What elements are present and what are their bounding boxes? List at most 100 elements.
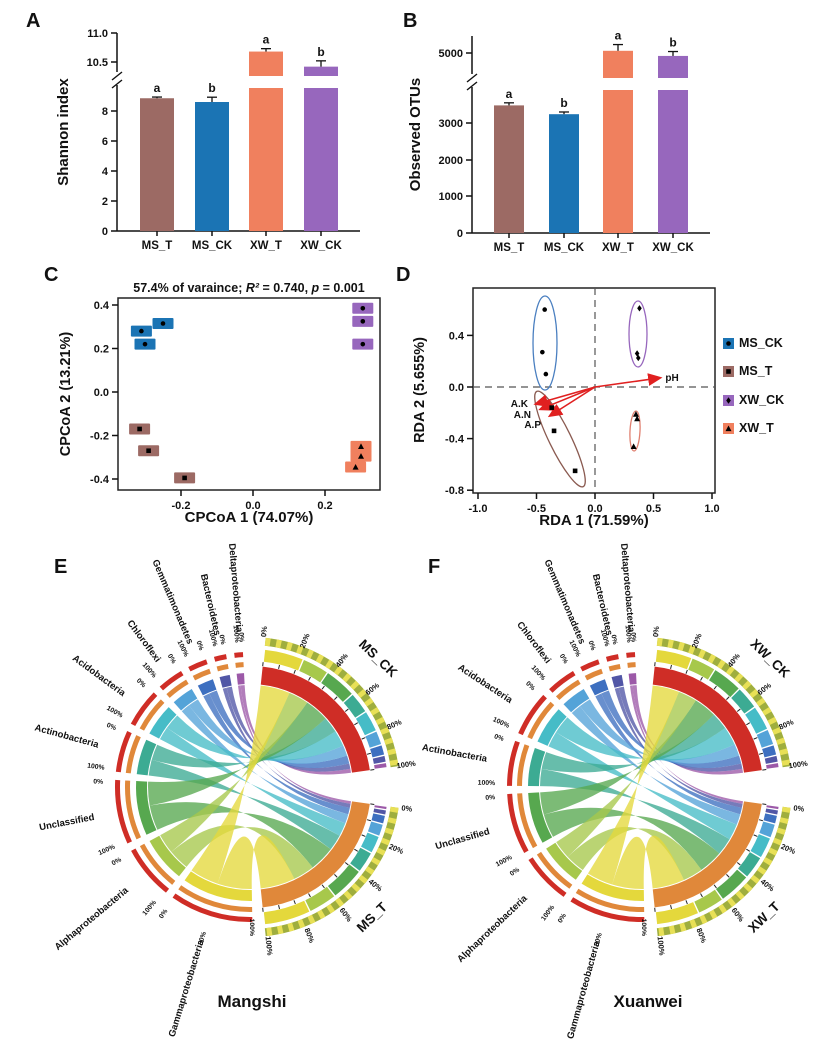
taxon-name-Acidobacteria: Acidobacteria (456, 662, 515, 706)
marker-triangle (725, 425, 732, 432)
sig-letter: a (154, 81, 161, 95)
group-minor-tick (354, 722, 359, 726)
white-spoke (110, 773, 155, 781)
bar (494, 105, 524, 233)
taxon-name-Chloroflexi: Chloroflexi (124, 618, 162, 664)
x-category-label: MS_T (142, 240, 173, 252)
group-pct-tick: 100% (656, 936, 667, 956)
group-pct-tick: 60% (364, 681, 382, 698)
marker-dot (540, 349, 545, 355)
white-spoke (521, 835, 561, 861)
d-arrow-label-ap: A.P (524, 420, 541, 431)
group-seg-t-Gemmatimonadetes (371, 813, 385, 824)
x-category-label: MS_T (494, 242, 525, 254)
taxon-name-Acidobacteria: Acidobacteria (70, 653, 128, 699)
group-pct-tick: 0% (793, 803, 805, 813)
d-x-tick-label: 0.5 (646, 503, 661, 515)
taxon-ring-orange (139, 843, 176, 885)
taxon-arc-Acidobacteria (537, 709, 567, 746)
marker-dot (360, 319, 366, 324)
taxon-ring-red (213, 654, 227, 662)
bar (195, 102, 229, 231)
group-minor-tick (370, 769, 375, 771)
taxon-name-Unclassified: Unclassified (434, 826, 491, 852)
group-pct-tick: 40% (759, 877, 777, 894)
taxon-arc-Deltaproteobacteria (628, 673, 637, 685)
group-minor-tick (685, 900, 688, 905)
taxon-name-Gammaproteobacteria: Gammaproteobacteria (565, 939, 603, 1039)
taxon-pct-0: 0% (524, 680, 536, 692)
d-arrow-pH (594, 373, 663, 388)
taxon-ring-orange (192, 668, 211, 681)
taxon-ring-orange (517, 744, 530, 786)
sig-letter: a (263, 33, 270, 47)
white-spoke (227, 648, 238, 693)
taxon-pct-0: 0% (493, 733, 505, 743)
c-x-tick-label: 0.2 (317, 500, 332, 512)
c-x-axis-title: CPCoA 1 (74.07%) (185, 509, 314, 526)
ribbon-Actinobacteria-ck (541, 714, 726, 773)
taxon-name-Deltaproteobacteria: Deltaproteobacteria (226, 543, 245, 634)
group-seg-ck-Alphaproteobacteria (299, 659, 327, 683)
group-seg-t-Acidobacteria (750, 834, 770, 858)
white-spoke-junction (250, 619, 257, 692)
group-minor-tick (308, 676, 311, 681)
white-spoke-junction (646, 882, 655, 955)
y-tick-label: 4 (102, 166, 109, 178)
c-y-tick-label: -0.2 (90, 431, 109, 443)
group-minor-tick (278, 904, 280, 910)
taxon-ring-orange (527, 701, 555, 740)
bar-lower-segment (304, 88, 338, 231)
ribbon-Gemmatimonadetes-ck (601, 690, 742, 769)
group-minor-tick (293, 669, 296, 674)
taxon-arc-Chloroflexi (563, 689, 590, 713)
group-name-XW_T: XW_T (745, 898, 783, 935)
white-spoke-junction (642, 619, 649, 692)
group-minor-tick (700, 893, 703, 898)
group-seg-t-Actinobacteria (737, 852, 761, 877)
group-pct-tick: 80% (695, 927, 709, 945)
ribbon-Gammaproteobacteria-ck (587, 685, 679, 885)
taxon-pct-0: 0% (629, 632, 637, 642)
group-pct-tick: 80% (386, 717, 404, 731)
taxon-ring-red (188, 659, 208, 672)
group-minor-tick (370, 803, 375, 805)
d-x-tick-label: 1.0 (704, 503, 719, 515)
taxon-pct-50: 50% (593, 932, 603, 947)
stripe-ring-t-dash (656, 806, 791, 937)
c-y-tick-label: 0.4 (94, 300, 110, 312)
group-arc-XW_T (652, 801, 762, 908)
bar (140, 98, 174, 231)
taxon-pct-0: 0% (93, 779, 103, 786)
taxon-name-Alphaproteobacteria: Alphaproteobacteria (53, 885, 131, 953)
group-minor-tick (334, 696, 338, 700)
marker-star (726, 397, 731, 404)
stripe-ring-t-dash (264, 806, 399, 937)
panel-b-label: B (403, 10, 418, 32)
taxon-pct-100: 100% (141, 662, 158, 680)
taxon-name-Actinobacteria: Actinobacteria (33, 722, 100, 750)
taxon-arc-Alphaproteobacteria (149, 835, 186, 877)
marker-square (572, 468, 578, 474)
d-legend-label: MS_T (739, 364, 773, 378)
d-ellipse-ms-ck (532, 295, 558, 391)
taxon-arc-Gammaproteobacteria (581, 874, 644, 902)
taxon-pct-100: 100% (540, 904, 556, 922)
taxon-pct-0: 0% (509, 867, 521, 878)
taxon-pct-100: 100% (640, 919, 647, 936)
white-spoke (123, 723, 165, 746)
taxon-ring-red (507, 793, 529, 853)
taxon-pct-0: 0% (609, 634, 618, 645)
d-y-axis-title: RDA 2 (5.655%) (412, 337, 428, 443)
group-minor-tick (670, 664, 672, 670)
group-minor-tick (321, 685, 325, 690)
d-legend-label: XW_T (739, 421, 774, 435)
ribbon-Gemmatimonadetes-ck (209, 690, 350, 769)
d-arrow-A.P (547, 386, 596, 418)
taxon-ring-orange (608, 663, 621, 672)
group-pct-tick: 20% (780, 842, 798, 856)
bar-upper-segment (603, 50, 633, 78)
group-pct-tick: 40% (726, 651, 742, 669)
group-seg-t-Bacteroidetes (765, 808, 778, 815)
